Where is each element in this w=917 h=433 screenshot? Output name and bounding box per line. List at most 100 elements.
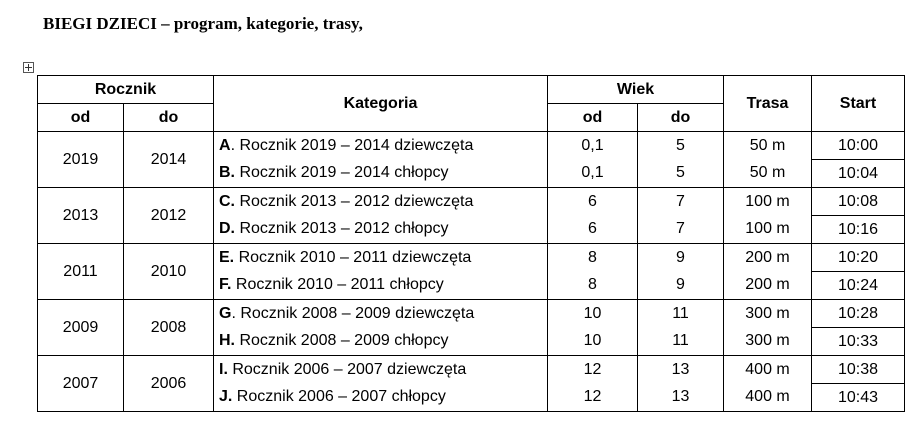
- kategoria-text: Rocznik 2010 – 2011 dziewczęta: [234, 248, 472, 266]
- wiek-do: 5: [636, 131, 725, 160]
- table-row: 2019 2014 A. Rocznik 2019 – 2014 dziewczęt…: [37, 131, 906, 188]
- kategoria-text: Rocznik 2010 – 2011 chłopcy: [231, 276, 444, 294]
- kategoria-letter: C.: [219, 192, 235, 210]
- kategoria-letter: H.: [219, 332, 235, 350]
- kategoria: H. Rocznik 2008 – 2009 chłopcy: [213, 327, 548, 356]
- kategoria-letter: J.: [219, 388, 233, 406]
- wiek-od: 10: [547, 299, 638, 328]
- kategoria: A. Rocznik 2019 – 2014 dziewczęta: [213, 131, 548, 160]
- kategoria-letter: I.: [219, 360, 228, 378]
- kategoria-text: Rocznik 2013 – 2012 dziewczęta: [235, 192, 474, 210]
- kategoria: I. Rocznik 2006 – 2007 dziewczęta: [213, 355, 548, 384]
- table-row: F. Rocznik 2010 – 2011 chłopcy 8 9 200 m 10:…: [38, 271, 906, 300]
- header-row: Rocznik Kategoria Wiek Trasa Start: [37, 75, 906, 132]
- rocznik-do: 2008: [123, 299, 214, 356]
- start: 10:33: [811, 327, 906, 356]
- table-row: D. Rocznik 2013 – 2012 chłopcy 6 7 100 m 10:…: [38, 215, 906, 244]
- wiek-od: 0,1: [547, 159, 638, 188]
- kategoria-text: Rocznik 2019 – 2014 chłopcy: [235, 164, 449, 182]
- wiek-do: 13: [636, 355, 725, 384]
- header-cell: od: [547, 103, 638, 132]
- start: 10:00: [811, 131, 906, 160]
- rocznik-od: 2011: [37, 243, 124, 300]
- kategoria: E. Rocznik 2010 – 2011 dziewczęta: [213, 243, 548, 272]
- wiek-do: 5: [636, 159, 725, 188]
- rocznik-od: 2013: [37, 187, 124, 244]
- table-header: Rocznik Kategoria Wiek Trasa Start od do…: [37, 75, 906, 132]
- trasa: 300 m: [723, 327, 813, 356]
- start: 10:38: [811, 355, 906, 384]
- trasa: 200 m: [723, 271, 813, 300]
- trasa: 50 m: [723, 131, 813, 160]
- wiek-do: 11: [636, 327, 725, 356]
- kategoria-letter: G: [219, 304, 232, 322]
- table-row: 2011 2010 E. Rocznik 2010 – 2011 dziewczęt…: [37, 243, 906, 300]
- kategoria: J. Rocznik 2006 – 2007 chłopcy: [213, 383, 548, 412]
- kategoria-text: Rocznik 2006 – 2007 chłopcy: [232, 388, 446, 406]
- kategoria-text: . Rocznik 2019 – 2014 dziewczęta: [230, 136, 474, 154]
- kategoria-letter: B.: [219, 164, 235, 182]
- wiek-od: 8: [547, 243, 638, 272]
- table-row: 2013 2012 C. Rocznik 2013 – 2012 dziewczęt…: [37, 187, 906, 244]
- kategoria-text: . Rocznik 2008 – 2009 dziewczęta: [231, 304, 475, 322]
- trasa: 400 m: [723, 383, 813, 412]
- header-row: od do od do: [37, 103, 905, 132]
- table-body: 2019 2014 A. Rocznik 2019 – 2014 dziewczęt…: [37, 131, 906, 412]
- kategoria: C. Rocznik 2013 – 2012 dziewczęta: [213, 187, 548, 216]
- kategoria: F. Rocznik 2010 – 2011 chłopcy: [213, 271, 548, 300]
- wiek-do: 7: [636, 187, 725, 216]
- kategoria-letter: E.: [219, 248, 235, 266]
- table-row: 2007 2006 I. Rocznik 2006 – 2007 dziewczęt…: [37, 355, 906, 412]
- wiek-do: 7: [636, 215, 725, 244]
- header-cell: do: [123, 103, 214, 132]
- start: 10:43: [811, 383, 906, 412]
- rocznik-do: 2014: [123, 131, 214, 188]
- start: 10:08: [811, 187, 906, 216]
- kategoria: D. Rocznik 2013 – 2012 chłopcy: [213, 215, 548, 244]
- wiek-od: 12: [547, 383, 638, 412]
- table-row: 2009 2008 G. Rocznik 2008 – 2009 dziewczęt…: [37, 299, 906, 356]
- wiek-od: 6: [547, 187, 638, 216]
- rocznik-do: 2006: [123, 355, 214, 412]
- rocznik-od: 2019: [37, 131, 124, 188]
- kategoria: G. Rocznik 2008 – 2009 dziewczęta: [213, 299, 548, 328]
- kategoria-text: Rocznik 2006 – 2007 dziewczęta: [227, 360, 467, 378]
- trasa: 300 m: [723, 299, 813, 328]
- wiek-do: 11: [636, 299, 725, 328]
- start: 10:20: [811, 243, 906, 272]
- header-cell: Rocznik: [37, 75, 214, 104]
- wiek-od: 10: [547, 327, 638, 356]
- kategoria: B. Rocznik 2019 – 2014 chłopcy: [213, 159, 548, 188]
- kategoria-letter: D.: [219, 220, 235, 238]
- trasa: 400 m: [723, 355, 813, 384]
- rocznik-do: 2012: [123, 187, 214, 244]
- wiek-od: 0,1: [547, 131, 638, 160]
- start: 10:16: [811, 215, 906, 244]
- rocznik-od: 2007: [37, 355, 124, 412]
- trasa: 50 m: [723, 159, 813, 188]
- header-cell: Kategoria: [213, 75, 548, 132]
- rocznik-od: 2009: [37, 299, 124, 356]
- kategoria-letter: F.: [219, 276, 232, 294]
- wiek-od: 8: [547, 271, 638, 300]
- header-cell: Start: [811, 75, 906, 132]
- kategoria-text: Rocznik 2013 – 2012 chłopcy: [235, 220, 449, 238]
- wiek-od: 12: [547, 355, 638, 384]
- trasa: 100 m: [723, 215, 813, 244]
- wiek-do: 13: [636, 383, 725, 412]
- header-cell: do: [636, 103, 725, 132]
- header-cell: Wiek: [546, 75, 725, 104]
- title: BIEGI DZIECI – program, kategorie, trasy…: [43, 14, 363, 33]
- table-move-handle[interactable]: [23, 62, 34, 73]
- start: 10:24: [811, 271, 906, 300]
- kategoria-letter: A: [219, 136, 231, 154]
- wiek-od: 6: [547, 215, 638, 244]
- trasa: 200 m: [723, 243, 813, 272]
- rocznik-do: 2010: [123, 243, 214, 300]
- start: 10:04: [811, 159, 906, 188]
- table: Rocznik Kategoria Wiek Trasa Start od do…: [37, 75, 906, 412]
- trasa: 100 m: [723, 187, 813, 216]
